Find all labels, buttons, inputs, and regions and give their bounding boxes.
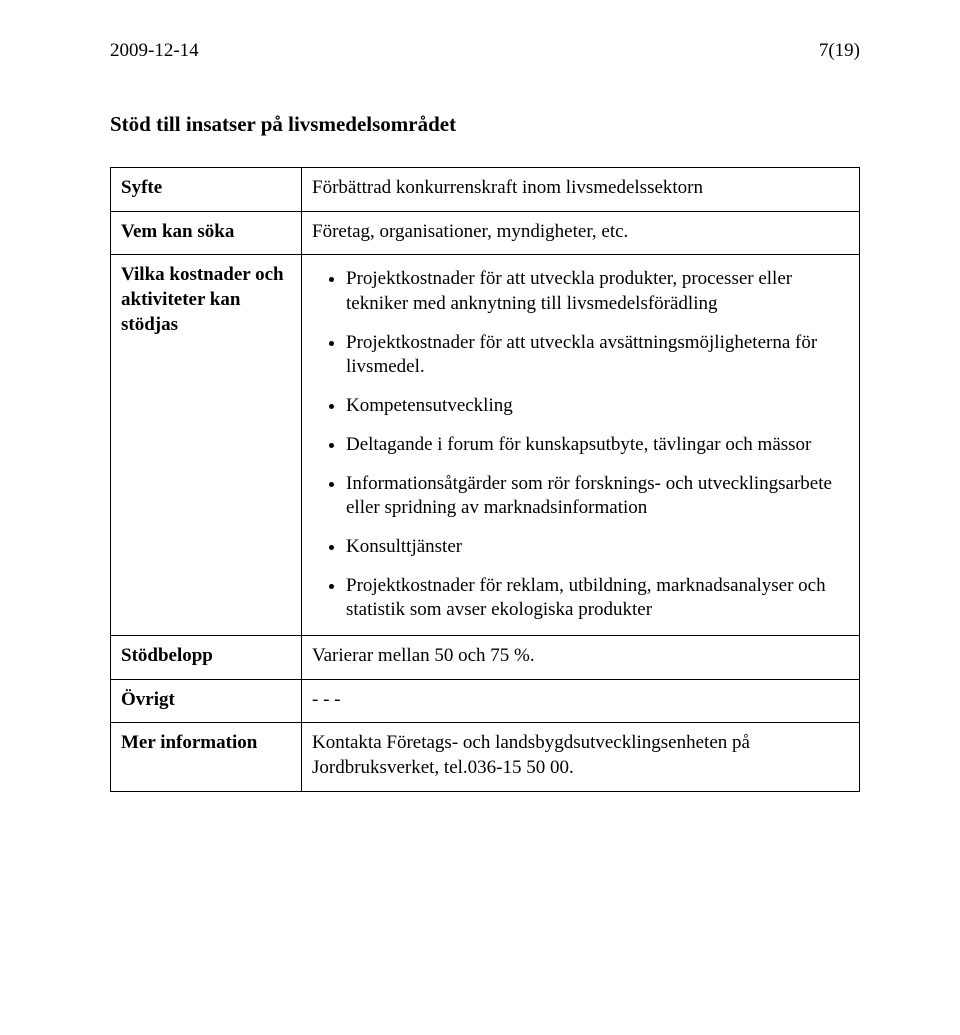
list-item: Projektkostnader för reklam, utbildning,…	[346, 574, 849, 623]
bullet-list: Projektkostnader för att utveckla produk…	[312, 267, 849, 623]
row-value-stodbelopp: Varierar mellan 50 och 75 %.	[302, 635, 860, 679]
table-row: Vem kan söka Företag, organisationer, my…	[111, 211, 860, 255]
table-row: Stödbelopp Varierar mellan 50 och 75 %.	[111, 635, 860, 679]
header-date: 2009-12-14	[110, 40, 199, 62]
list-item: Projektkostnader för att utveckla produk…	[346, 267, 849, 316]
table-row: Övrigt - - -	[111, 679, 860, 723]
row-value-mer: Kontakta Företags- och landsbygdsutveckl…	[302, 723, 860, 791]
row-label-ovrigt: Övrigt	[111, 679, 302, 723]
list-item: Kompetensutveckling	[346, 394, 849, 419]
table-row: Mer information Kontakta Företags- och l…	[111, 723, 860, 791]
row-label-vem: Vem kan söka	[111, 211, 302, 255]
row-label-mer: Mer information	[111, 723, 302, 791]
row-value-vilka: Projektkostnader för att utveckla produk…	[302, 255, 860, 636]
page: 2009-12-14 7(19) Stöd till insatser på l…	[0, 0, 960, 832]
row-value-vem: Företag, organisationer, myndigheter, et…	[302, 211, 860, 255]
list-item: Projektkostnader för att utveckla avsätt…	[346, 331, 849, 380]
section-title: Stöd till insatser på livsmedelsområdet	[110, 112, 860, 137]
row-value-ovrigt: - - -	[302, 679, 860, 723]
table-row: Syfte Förbättrad konkurrenskraft inom li…	[111, 168, 860, 212]
row-label-vilka: Vilka kostnader och aktiviteter kan stöd…	[111, 255, 302, 636]
row-label-stodbelopp: Stödbelopp	[111, 635, 302, 679]
row-value-syfte: Förbättrad konkurrenskraft inom livsmede…	[302, 168, 860, 212]
list-item: Informationsåtgärder som rör forsknings-…	[346, 472, 849, 521]
page-header: 2009-12-14 7(19)	[110, 40, 860, 62]
list-item: Konsulttjänster	[346, 535, 849, 560]
row-label-syfte: Syfte	[111, 168, 302, 212]
list-item: Deltagande i forum för kunskapsutbyte, t…	[346, 433, 849, 458]
table-row: Vilka kostnader och aktiviteter kan stöd…	[111, 255, 860, 636]
header-page-number: 7(19)	[819, 40, 860, 62]
info-table: Syfte Förbättrad konkurrenskraft inom li…	[110, 167, 860, 792]
